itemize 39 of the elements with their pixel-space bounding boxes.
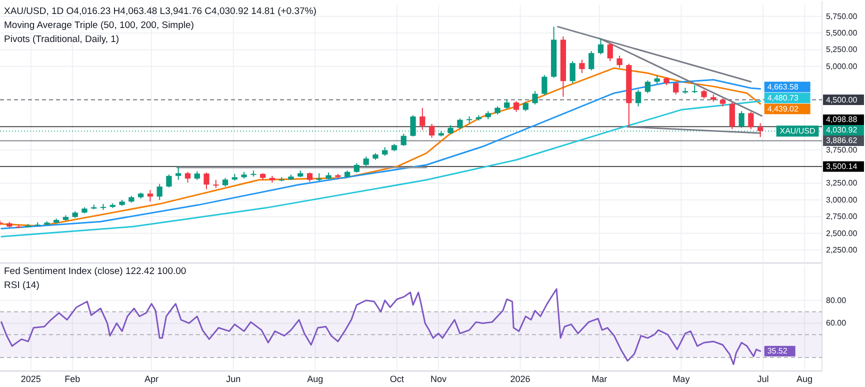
y-tick-label: 5,500.00	[826, 28, 858, 38]
data-label: 4,663.58	[767, 82, 800, 92]
x-tick-label: Aug	[796, 374, 813, 384]
y-tick-label: 5,750.00	[826, 12, 858, 21]
chart-title: Fed Sentiment Index (close) 122.42 100.00	[4, 266, 186, 277]
x-tick-label: Oct	[390, 374, 404, 384]
y-tick-label: 2,250.00	[826, 245, 858, 254]
ref-line-label: 4,030.92	[826, 126, 858, 135]
y-tick-label: 3,000.00	[826, 195, 858, 204]
y-tick-label: 5,250.00	[826, 45, 858, 54]
data-label: 4,480.73	[767, 93, 800, 102]
x-tick-label: Jul	[757, 374, 769, 384]
x-tick-label: 2025	[20, 374, 41, 384]
x-tick-label: 2026	[510, 374, 530, 384]
y-tick-label: 2,750.00	[826, 212, 858, 222]
x-tick-label: May	[672, 374, 690, 384]
y-tick-label: 3,750.00	[826, 145, 858, 154]
data-label: 4,439.02	[767, 104, 800, 114]
x-tick-label: Feb	[64, 374, 80, 384]
y-tick-label: 3,250.00	[826, 178, 858, 188]
x-tick-label: Jun	[226, 374, 241, 384]
text: RSI (14)	[4, 280, 40, 291]
x-tick-label: Apr	[144, 374, 159, 384]
x-tick-label: Nov	[430, 374, 447, 384]
x-tick-label: Mar	[592, 374, 608, 384]
data-label: 35.52	[767, 346, 788, 356]
y-tick-label: 80.00	[826, 296, 847, 305]
annotation: XAU/USD	[780, 126, 816, 136]
y-tick-label: 5,000.00	[826, 62, 858, 71]
chart-title: XAU/USD, 1D O4,016.23 H4,063.48 L3,941.76 C4,030.92 14.81 (+0.37%)	[4, 6, 316, 17]
ref-line-label: 3,886.62	[826, 136, 858, 146]
ref-line-label: 4,098.88	[826, 115, 858, 124]
y-tick-label: 60.00	[826, 318, 847, 328]
annotation: Pivots (Traditional, Daily, 1)	[4, 34, 120, 45]
y-tick-label: 2,500.00	[826, 228, 858, 238]
text: Moving Average Triple (50, 100, 200, Simple)	[4, 20, 194, 31]
ref-line-label: 4,500.00	[826, 95, 858, 104]
ref-line-label: 3,500.14	[826, 162, 858, 172]
x-tick-label: Aug	[307, 374, 324, 384]
